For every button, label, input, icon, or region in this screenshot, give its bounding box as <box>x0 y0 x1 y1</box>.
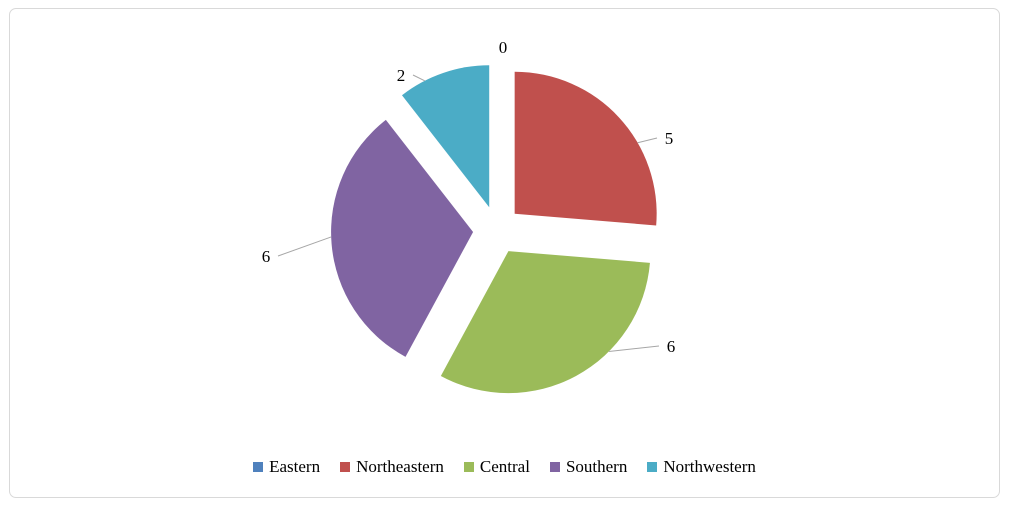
legend-item-southern[interactable]: Southern <box>549 457 628 477</box>
legend-item-northwestern[interactable]: Northwestern <box>647 457 756 477</box>
legend-item-central[interactable]: Central <box>463 457 530 477</box>
chart-frame <box>9 8 1000 498</box>
legend-item-northeastern[interactable]: Northeastern <box>340 457 444 477</box>
pie-slice-northeastern[interactable] <box>514 71 657 226</box>
legend-swatch-northeastern <box>340 462 351 472</box>
leader-line-southern <box>277 236 332 257</box>
pie-slice-southern[interactable] <box>331 119 474 357</box>
data-label-northeastern: 5 <box>665 129 674 148</box>
legend-label-northwestern: Northwestern <box>663 457 756 476</box>
pie-slice-central[interactable] <box>440 251 650 394</box>
legend-label-eastern: Eastern <box>269 457 321 476</box>
legend-item-eastern[interactable]: Eastern <box>253 457 320 477</box>
leader-line-central <box>608 345 660 353</box>
legend: Eastern Northeastern Central Southern No… <box>0 456 1009 478</box>
legend-swatch-northwestern <box>647 462 658 472</box>
legend-swatch-eastern <box>253 462 264 472</box>
data-label-northwestern: 2 <box>397 66 406 85</box>
data-label-southern: 6 <box>262 247 271 266</box>
pie-slice-northwestern[interactable] <box>401 65 490 208</box>
legend-label-central: Central <box>479 457 530 476</box>
leader-line-northeastern <box>637 137 658 144</box>
legend-swatch-southern <box>549 462 560 472</box>
leader-line-northwestern <box>412 74 425 82</box>
legend-label-northeastern: Northeastern <box>356 457 444 476</box>
legend-swatch-central <box>463 462 474 472</box>
legend-label-southern: Southern <box>565 457 628 476</box>
data-label-eastern: 0 <box>499 38 508 57</box>
data-label-central: 6 <box>667 337 676 356</box>
